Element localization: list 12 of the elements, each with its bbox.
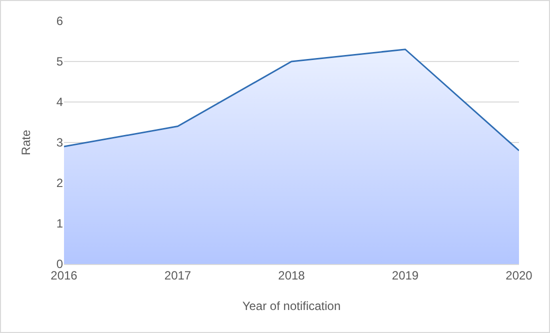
y-tick-label: 3 xyxy=(56,136,64,150)
y-tick-label: 5 xyxy=(56,54,64,69)
x-axis-title: Year of notification xyxy=(242,299,341,313)
y-tick-label: 4 xyxy=(56,95,64,110)
y-tick-label: 6 xyxy=(56,14,64,28)
x-tick-label: 2018 xyxy=(278,268,306,282)
x-tick-label: 2017 xyxy=(164,268,192,282)
y-axis-title: Rate xyxy=(19,130,33,156)
x-tick-label: 2019 xyxy=(392,268,419,282)
y-tick-label: 1 xyxy=(56,216,64,231)
y-tick-label: 2 xyxy=(56,176,64,190)
x-tick-label: 2020 xyxy=(506,268,533,282)
